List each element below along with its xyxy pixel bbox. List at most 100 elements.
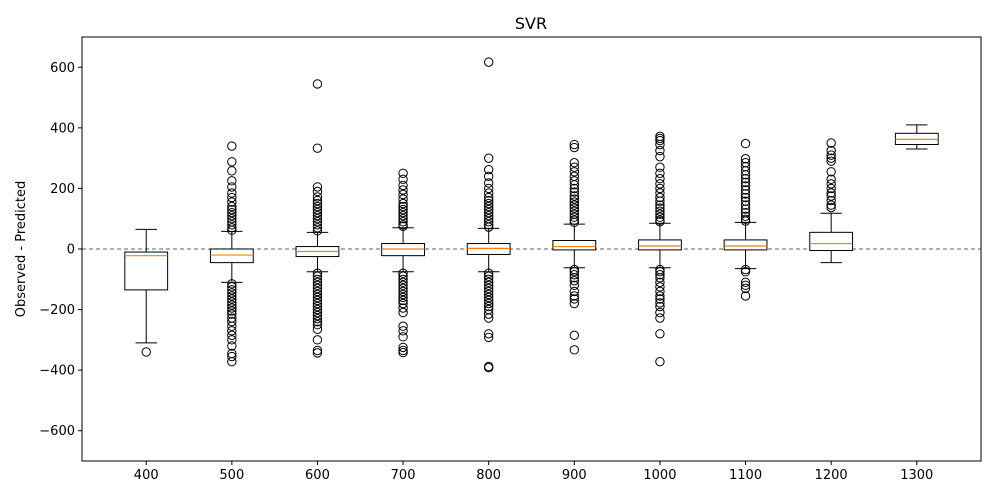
outlier-point (398, 189, 408, 200)
box-iqr (638, 239, 682, 251)
outlier-point (569, 267, 580, 277)
box-iqr (209, 248, 254, 264)
outlier-point (312, 304, 323, 315)
outlier-point (569, 197, 580, 207)
outlier-point (569, 187, 580, 197)
outlier-point (227, 330, 237, 341)
outlier-point (227, 297, 237, 307)
outlier-point (227, 288, 237, 298)
outlier-point (312, 198, 323, 209)
outlier-point (227, 220, 237, 230)
outlier-point (655, 301, 665, 312)
y-tick-label: −200 (39, 303, 75, 318)
outlier-point (483, 283, 494, 294)
outlier-point (398, 274, 408, 284)
outlier-point (312, 277, 323, 288)
outlier-point (740, 192, 751, 203)
x-tick-label: 800 (476, 468, 501, 483)
outlier-point (483, 280, 494, 291)
outlier-point (569, 276, 580, 286)
outlier-point (740, 189, 751, 199)
y-tick-label: −400 (39, 364, 75, 379)
outlier-point (740, 291, 751, 301)
outlier-point (740, 211, 751, 221)
outlier-point (826, 179, 836, 189)
outlier-point (312, 320, 323, 330)
y-axis-label: Observed - Predicted (14, 181, 29, 318)
outlier-point (483, 295, 494, 306)
outlier-point (740, 216, 751, 226)
outlier-point (227, 166, 237, 176)
outlier-point (655, 203, 665, 213)
outlier-point (655, 196, 665, 206)
x-tick-label: 400 (134, 468, 159, 483)
x-tick-label: 1300 (900, 468, 933, 483)
outlier-point (483, 268, 494, 278)
outlier-point (227, 197, 237, 207)
outlier-point (312, 307, 323, 318)
outlier-point (312, 313, 323, 324)
outlier-point (740, 277, 751, 288)
box-iqr (466, 243, 511, 255)
box-iqr (552, 240, 597, 251)
outlier-point (398, 283, 408, 294)
outlier-point (141, 347, 151, 357)
outlier-point (569, 191, 580, 201)
outlier-point (398, 277, 408, 288)
outlier-point (227, 291, 237, 301)
outlier-point (312, 286, 323, 297)
outlier-point (227, 356, 237, 367)
outlier-point (569, 183, 580, 194)
outlier-point (227, 188, 237, 198)
outlier-point (740, 196, 751, 206)
outlier-point (569, 167, 580, 177)
outlier-point (483, 286, 494, 297)
outlier-point (826, 200, 836, 210)
outlier-point (655, 329, 665, 339)
outlier-point (227, 335, 237, 345)
outlier-point (227, 176, 237, 186)
outlier-point (227, 303, 237, 313)
outlier-point (398, 217, 408, 227)
x-tick-label: 1100 (729, 468, 762, 483)
outlier-point (227, 341, 237, 351)
outlier-point (483, 313, 494, 323)
outlier-point (655, 212, 665, 222)
outlier-point (312, 192, 323, 202)
outlier-point (655, 307, 665, 318)
outlier-point (398, 198, 408, 209)
x-tick-label: 1200 (815, 468, 848, 483)
outlier-point (826, 195, 836, 206)
outlier-point (398, 207, 408, 218)
outlier-point (227, 316, 237, 327)
outlier-point (398, 221, 408, 231)
outlier-point (483, 171, 494, 182)
outlier-point (655, 270, 665, 280)
y-tick-label: −600 (39, 424, 75, 439)
outlier-point (227, 223, 237, 233)
outlier-point (826, 188, 836, 198)
outlier-point (740, 138, 751, 149)
outlier-point (398, 345, 408, 356)
outlier-point (398, 185, 408, 195)
outlier-point (483, 153, 494, 163)
box-group-1300 (894, 124, 939, 150)
outlier-point (740, 280, 751, 291)
outlier-point (312, 271, 323, 281)
outlier-point (740, 264, 751, 275)
outlier-point (312, 214, 323, 224)
box-group-1100 (723, 138, 768, 301)
outlier-point (569, 194, 580, 204)
x-tick-label: 1000 (643, 468, 676, 483)
outlier-point (312, 79, 323, 89)
outlier-point (569, 270, 580, 280)
outlier-point (569, 180, 580, 190)
y-tick-label: 600 (50, 61, 75, 76)
outlier-point (312, 195, 323, 206)
outlier-point (483, 178, 494, 188)
outlier-point (483, 329, 494, 339)
outlier-point (655, 168, 665, 178)
outlier-point (655, 277, 665, 288)
outlier-point (398, 280, 408, 291)
